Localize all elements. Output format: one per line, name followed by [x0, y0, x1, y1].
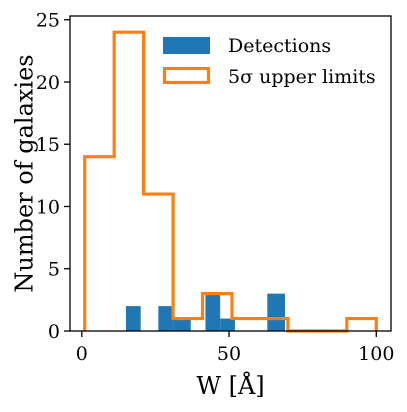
- legend: Detections 5σ upper limits: [162, 35, 376, 88]
- detection-bar: [158, 306, 174, 331]
- y-tick-label: 0: [48, 321, 60, 343]
- legend-label-detections: Detections: [228, 35, 331, 57]
- legend-swatch-upper-limits: [162, 66, 211, 85]
- detection-bar: [125, 306, 141, 331]
- y-tick-label: 25: [36, 10, 60, 32]
- x-tick-label: 100: [358, 343, 394, 365]
- y-axis-label: Number of galaxies: [11, 54, 39, 292]
- y-tick-label: 5: [48, 259, 60, 281]
- legend-swatch-detections: [163, 37, 210, 54]
- legend-label-upper-limits: 5σ upper limits: [228, 66, 376, 88]
- detection-bar: [173, 318, 191, 331]
- detection-bar: [220, 318, 235, 331]
- detection-bar: [205, 293, 221, 331]
- y-tick-label: 15: [36, 134, 60, 156]
- detection-bar: [267, 293, 285, 331]
- axes: 0 50 100 0 5 10 15 20 25: [36, 10, 395, 365]
- x-axis-label: W [Å]: [196, 371, 264, 400]
- y-tick-label: 20: [36, 72, 60, 94]
- x-tick-label: 0: [76, 343, 88, 365]
- axes-frame: [69, 15, 392, 332]
- y-tick-label: 10: [36, 196, 60, 218]
- x-tick-label: 50: [217, 343, 241, 365]
